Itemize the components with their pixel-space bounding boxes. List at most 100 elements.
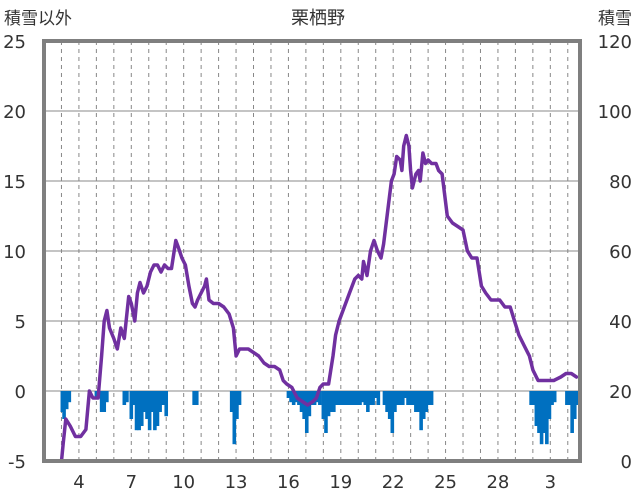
x-tick-label: 4	[73, 472, 84, 493]
precip-bar	[542, 391, 547, 433]
plot-frame	[42, 39, 582, 463]
precip-bar	[160, 391, 165, 405]
precip-bar	[99, 391, 104, 412]
precip-bar	[371, 391, 375, 405]
right-tick-label: 80	[609, 172, 632, 193]
right-axis-ticks: 0 20 40 60 80 100 120	[598, 32, 632, 473]
precip-bar	[537, 391, 541, 433]
precip-bar	[324, 391, 328, 433]
right-tick-label: 20	[609, 382, 632, 403]
precip-bar	[125, 391, 129, 403]
precip-bar	[326, 391, 331, 417]
right-tick-label: 100	[598, 102, 632, 123]
precip-bar	[158, 391, 162, 412]
precip-bar	[139, 391, 144, 426]
precipitation-bars	[60, 391, 580, 445]
precip-bar	[291, 391, 296, 405]
left-tick-label: 10	[3, 242, 26, 263]
precip-bar	[137, 391, 141, 431]
x-tick-label: 28	[486, 472, 509, 493]
precip-bar	[134, 391, 139, 431]
precip-bar	[232, 391, 237, 445]
precip-bar	[332, 391, 336, 412]
x-tick-label: 19	[329, 472, 352, 493]
precip-bar	[155, 391, 160, 426]
left-tick-label: 0	[15, 382, 26, 403]
right-tick-label: 0	[621, 452, 632, 473]
x-tick-label: 25	[434, 472, 457, 493]
precip-bar	[529, 391, 533, 405]
precip-bar	[194, 391, 199, 405]
precip-bar	[64, 391, 69, 410]
left-tick-label: 15	[3, 172, 26, 193]
precip-bar	[360, 391, 365, 403]
precip-bar	[408, 391, 413, 405]
precip-bar	[406, 391, 410, 405]
precip-bar	[62, 391, 66, 419]
right-tick-label: 40	[609, 312, 632, 333]
precip-bar	[235, 391, 239, 419]
x-axis-ticks: 4 7 10 13 16 19 22 25 28 3	[73, 472, 556, 493]
precip-bar	[545, 391, 549, 445]
precip-bar	[153, 391, 157, 431]
right-tick-label: 60	[609, 242, 632, 263]
precip-bar	[403, 391, 408, 398]
precip-bar	[382, 391, 387, 405]
precip-bar	[550, 391, 554, 405]
precip-bar	[310, 391, 314, 405]
precip-bar	[376, 391, 381, 405]
precip-bar	[398, 391, 402, 405]
precip-bar	[552, 391, 557, 403]
precip-bar	[304, 391, 309, 433]
precip-bar	[164, 391, 169, 417]
x-tick-label: 16	[277, 472, 300, 493]
precip-bar	[229, 391, 234, 412]
precip-bar	[539, 391, 544, 445]
precip-bar	[368, 391, 373, 405]
precip-bar	[531, 391, 536, 405]
precip-bar	[572, 391, 577, 419]
precip-bar	[102, 391, 107, 412]
precip-bar	[329, 391, 334, 412]
precip-bar	[427, 391, 431, 405]
precip-bar	[132, 391, 136, 405]
precip-bar	[373, 391, 378, 398]
x-tick-label: 7	[126, 472, 137, 493]
precip-bar	[342, 391, 347, 405]
snow-depth-line	[42, 133, 579, 463]
precip-bar	[337, 391, 341, 405]
precip-bar	[570, 391, 574, 433]
left-tick-label: 5	[15, 312, 26, 333]
precip-bar	[355, 391, 360, 405]
precip-bar	[347, 391, 352, 405]
precip-bar	[565, 391, 569, 405]
precip-bar	[390, 391, 395, 433]
precip-bar	[547, 391, 552, 419]
precip-bar	[122, 391, 127, 405]
precip-bar	[345, 391, 349, 405]
precip-bar	[318, 391, 322, 405]
precip-bar	[147, 391, 152, 431]
precip-bar	[129, 391, 134, 419]
x-tick-label: 13	[225, 472, 248, 493]
precip-bar	[289, 391, 293, 403]
precip-bar	[352, 391, 357, 405]
left-tick-label: 20	[3, 102, 26, 123]
precip-bar	[387, 391, 392, 419]
precip-bar	[400, 391, 405, 405]
left-axis-ticks: -5 0 5 10 15 20 25	[3, 32, 26, 473]
precip-bar	[302, 391, 306, 419]
precip-bar	[366, 391, 370, 412]
precip-bar	[192, 391, 196, 405]
precip-bar	[286, 391, 291, 398]
grid	[44, 40, 580, 462]
precip-bar	[334, 391, 339, 405]
precip-bar	[414, 391, 418, 412]
precip-bar	[575, 391, 580, 405]
x-tick-label: 10	[172, 472, 195, 493]
precip-bar	[94, 391, 99, 398]
precip-bar	[150, 391, 155, 412]
precip-bar	[393, 391, 397, 412]
precip-bar	[416, 391, 421, 412]
